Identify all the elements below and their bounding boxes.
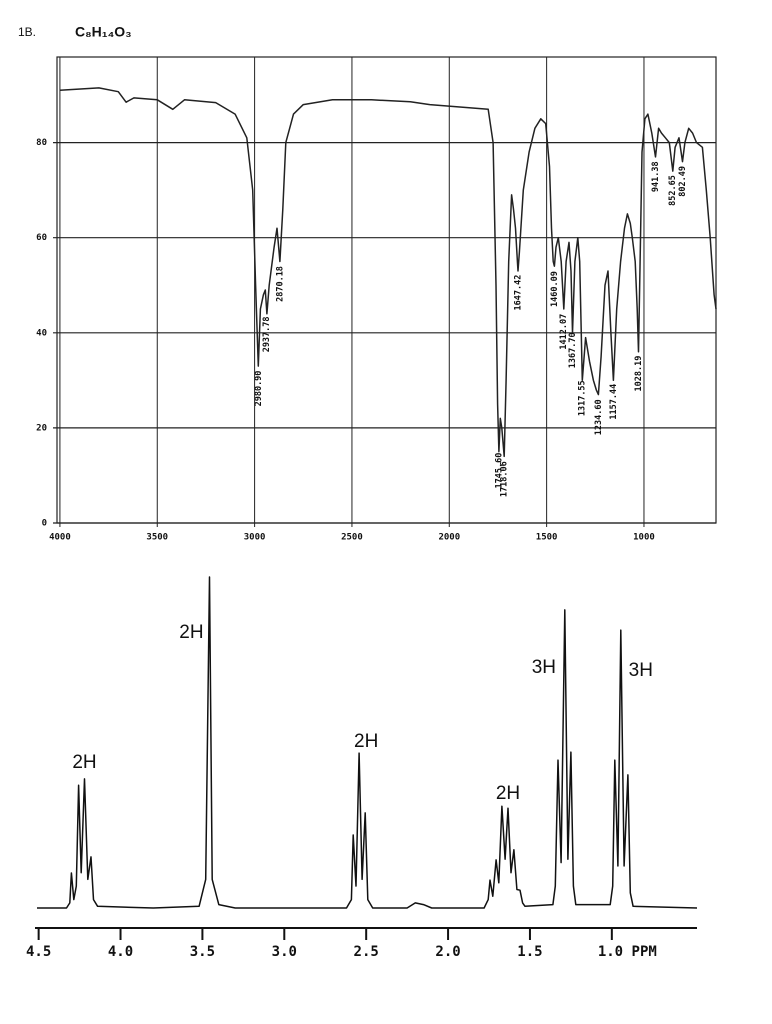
x-tick-label: 2.5: [354, 944, 379, 960]
y-tick-label: 20: [36, 423, 47, 433]
x-tick-label: 1.5: [517, 944, 542, 960]
x-tick-label: 4.5: [26, 944, 51, 960]
y-tick-label: 80: [36, 138, 47, 148]
integration-label: 2H: [72, 752, 96, 773]
chart-1: 4.5 4.0 3.5 3.0 2.5 2.0 1.5 1.0 PPM 2H 2H 2H 2H 3H 3H: [26, 576, 698, 960]
peak-label: 2937.78: [262, 316, 272, 352]
problem-label: 1B.: [18, 25, 36, 39]
formula: C₈H₁₄O₃: [75, 24, 132, 40]
spectrum-line: [37, 576, 698, 909]
y-tick-label: 0: [42, 519, 47, 529]
peak-label: 1647.42: [513, 275, 523, 311]
x-tick-label: 1000: [633, 533, 655, 543]
x-tick-label: 1.0 PPM: [598, 944, 657, 960]
spectrum-line: [59, 87, 717, 458]
peak-label: 1157.44: [609, 384, 619, 420]
x-tick-label: 3.5: [190, 944, 215, 960]
peak-label: 1367.70: [568, 332, 578, 368]
x-tick-label: 1500: [536, 533, 558, 543]
integration-label: 2H: [179, 622, 203, 643]
peak-label: 1234.60: [594, 399, 604, 435]
peak-label: 2980.90: [254, 371, 264, 407]
peak-label: 1317.55: [578, 380, 588, 416]
integration-label: 3H: [629, 660, 653, 681]
x-tick-label: 3500: [146, 533, 168, 543]
x-tick-label: 4.0: [108, 944, 133, 960]
peak-label: 2870.18: [275, 266, 285, 302]
x-tick-label: 2000: [438, 533, 460, 543]
peak-label: 1412.07: [559, 314, 569, 350]
x-tick-label: 3000: [244, 533, 266, 543]
peak-label: 941.38: [651, 161, 661, 192]
peak-label: 802.49: [678, 166, 688, 197]
x-tick-label: 4000: [49, 533, 71, 543]
x-tick-label: 3.0: [272, 944, 297, 960]
y-tick-label: 40: [36, 328, 47, 338]
peak-label: 1460.09: [550, 271, 560, 307]
integration-label: 2H: [496, 783, 520, 804]
peak-label: 1718.06: [500, 461, 510, 497]
integration-label: 2H: [354, 731, 378, 752]
plot-frame: [56, 56, 717, 524]
peak-label: 852.65: [668, 175, 678, 206]
peak-label: 1028.19: [634, 356, 644, 392]
y-tick-label: 60: [36, 233, 47, 243]
peak-label: 1745.60: [494, 453, 504, 489]
x-tick-label: 2500: [341, 533, 363, 543]
integration-label: 3H: [532, 657, 556, 678]
chart-0: 0 20 40 60 80 4000 3500 3000 2500 2000 1500 1000 298…: [36, 56, 717, 543]
x-tick-label: 2.0: [435, 944, 460, 960]
